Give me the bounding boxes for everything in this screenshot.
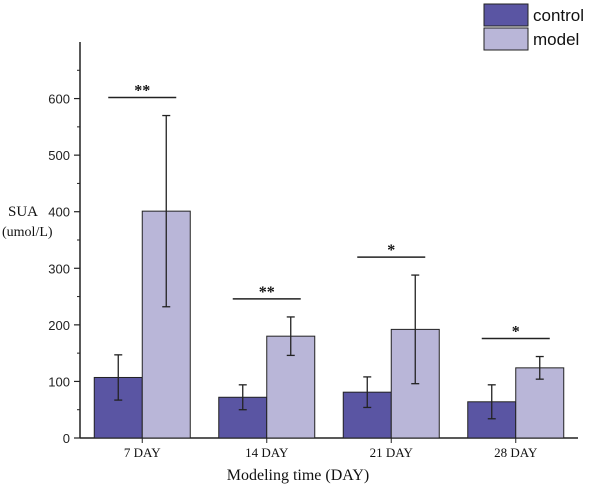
y-tick-label: 400: [48, 205, 70, 220]
legend-label-model: model: [533, 30, 579, 49]
x-tick-label: 28 DAY: [494, 445, 538, 460]
legend-swatch-model: [483, 27, 529, 51]
y-tick-label: 600: [48, 92, 70, 107]
y-tick-label: 300: [48, 261, 70, 276]
legend: control model: [483, 3, 584, 51]
x-axis-title: Modeling time (DAY): [227, 467, 370, 484]
y-axis-title-line2: (umol/L): [2, 225, 53, 240]
significance-marker: **: [134, 83, 150, 100]
y-tick-label: 0: [63, 431, 70, 446]
legend-swatch-control: [483, 3, 529, 27]
y-tick-label: 500: [48, 148, 70, 163]
bar-control-0: [93, 376, 143, 439]
x-tick-label: 21 DAY: [370, 445, 414, 460]
legend-label-control: control: [533, 6, 584, 25]
significance-marker: *: [512, 324, 520, 341]
y-tick-label: 200: [48, 318, 70, 333]
y-tick-label: 100: [48, 374, 70, 389]
significance-marker: *: [387, 242, 395, 259]
x-tick-label: 7 DAY: [124, 445, 161, 460]
x-tick-label: 14 DAY: [245, 445, 289, 460]
significance-marker: **: [259, 284, 275, 301]
y-axis-title-line1: SUA: [8, 204, 38, 220]
